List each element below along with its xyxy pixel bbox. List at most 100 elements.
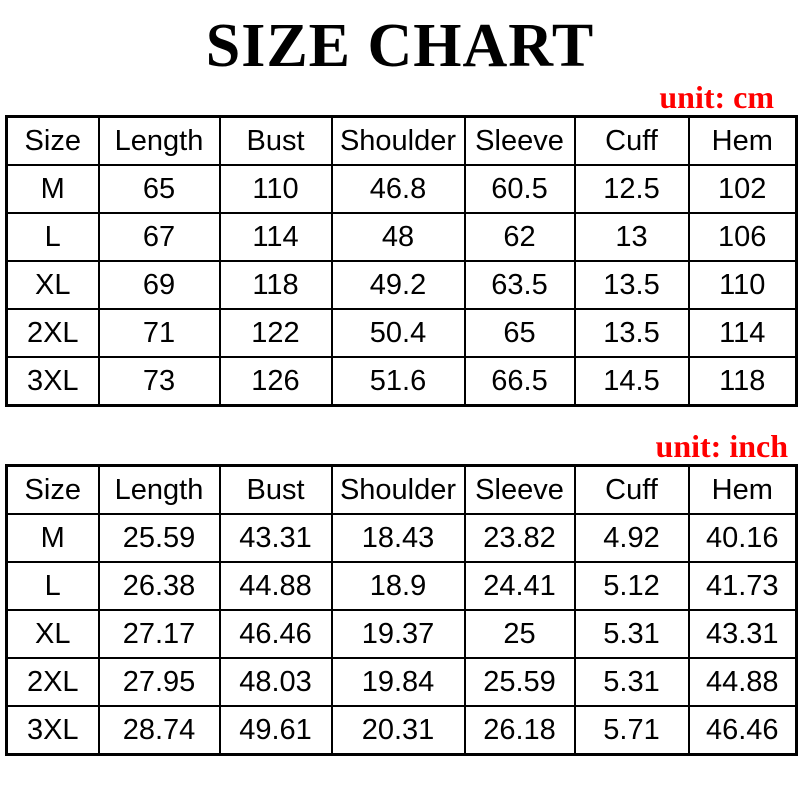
table-row: XL 69 118 49.2 63.5 13.5 110 xyxy=(5,260,798,310)
value-cell: 23.82 xyxy=(463,513,576,563)
header-cell: Shoulder xyxy=(330,115,466,166)
value-cell: 28.74 xyxy=(97,705,221,756)
value-cell: 126 xyxy=(218,356,333,407)
header-cell: Hem xyxy=(687,115,798,166)
table-row: 3XL 73 126 51.6 66.5 14.5 118 xyxy=(5,356,798,407)
value-cell: 19.84 xyxy=(330,657,466,707)
value-cell: 49.2 xyxy=(330,260,466,310)
value-cell: 73 xyxy=(97,356,221,407)
table-row: 2XL 71 122 50.4 65 13.5 114 xyxy=(5,308,798,358)
table-head-inch: Size Length Bust Shoulder Sleeve Cuff Hem xyxy=(5,464,798,515)
size-cell: 2XL xyxy=(5,657,100,707)
header-cell: Size xyxy=(5,115,100,166)
size-cell: 2XL xyxy=(5,308,100,358)
value-cell: 14.5 xyxy=(573,356,690,407)
header-cell: Shoulder xyxy=(330,464,466,515)
value-cell: 66.5 xyxy=(463,356,576,407)
value-cell: 25.59 xyxy=(97,513,221,563)
table-row: M 25.59 43.31 18.43 23.82 4.92 40.16 xyxy=(5,513,798,563)
value-cell: 46.46 xyxy=(687,705,798,756)
value-cell: 106 xyxy=(687,212,798,262)
value-cell: 63.5 xyxy=(463,260,576,310)
value-cell: 114 xyxy=(218,212,333,262)
page-title: SIZE CHART xyxy=(205,12,595,80)
header-cell: Hem xyxy=(687,464,798,515)
value-cell: 114 xyxy=(687,308,798,358)
value-cell: 43.31 xyxy=(218,513,333,563)
table-header-row: Size Length Bust Shoulder Sleeve Cuff Hem xyxy=(5,115,798,166)
value-cell: 122 xyxy=(218,308,333,358)
table-row: M 65 110 46.8 60.5 12.5 102 xyxy=(5,164,798,214)
value-cell: 49.61 xyxy=(218,705,333,756)
table-body-cm: M 65 110 46.8 60.5 12.5 102 L 67 114 48 62 13 106 XL 69… xyxy=(5,164,798,407)
value-cell: 71 xyxy=(97,308,221,358)
unit-label-cm: unit: cm xyxy=(659,79,774,115)
header-cell: Cuff xyxy=(573,464,690,515)
value-cell: 44.88 xyxy=(687,657,798,707)
size-cell: XL xyxy=(5,609,100,659)
value-cell: 67 xyxy=(97,212,221,262)
header-cell: Cuff xyxy=(573,115,690,166)
header-cell: Bust xyxy=(218,115,333,166)
value-cell: 5.71 xyxy=(573,705,690,756)
value-cell: 13.5 xyxy=(573,260,690,310)
value-cell: 46.46 xyxy=(218,609,333,659)
value-cell: 25 xyxy=(463,609,576,659)
value-cell: 118 xyxy=(218,260,333,310)
value-cell: 118 xyxy=(687,356,798,407)
header-cell: Sleeve xyxy=(463,464,576,515)
table-row: L 67 114 48 62 13 106 xyxy=(5,212,798,262)
table-row: L 26.38 44.88 18.9 24.41 5.12 41.73 xyxy=(5,561,798,611)
value-cell: 4.92 xyxy=(573,513,690,563)
value-cell: 110 xyxy=(218,164,333,214)
value-cell: 48.03 xyxy=(218,657,333,707)
header-cell: Size xyxy=(5,464,100,515)
size-cell: M xyxy=(5,513,100,563)
table-body-inch: M 25.59 43.31 18.43 23.82 4.92 40.16 L 26.38 44.8… xyxy=(5,513,798,756)
value-cell: 62 xyxy=(463,212,576,262)
table-header-row: Size Length Bust Shoulder Sleeve Cuff Hem xyxy=(5,464,798,515)
size-table-inch: Size Length Bust Shoulder Sleeve Cuff Hem M 25.… xyxy=(5,464,798,756)
header-cell: Bust xyxy=(218,464,333,515)
value-cell: 24.41 xyxy=(463,561,576,611)
value-cell: 110 xyxy=(687,260,798,310)
value-cell: 5.12 xyxy=(573,561,690,611)
value-cell: 69 xyxy=(97,260,221,310)
unit-label-inch: unit: inch xyxy=(655,428,788,464)
value-cell: 48 xyxy=(330,212,466,262)
size-cell: XL xyxy=(5,260,100,310)
value-cell: 13 xyxy=(573,212,690,262)
value-cell: 43.31 xyxy=(687,609,798,659)
size-table-cm: Size Length Bust Shoulder Sleeve Cuff Hem M 65 1… xyxy=(5,115,798,407)
value-cell: 18.43 xyxy=(330,513,466,563)
value-cell: 27.17 xyxy=(97,609,221,659)
value-cell: 65 xyxy=(97,164,221,214)
value-cell: 27.95 xyxy=(97,657,221,707)
table-row: 3XL 28.74 49.61 20.31 26.18 5.71 46.46 xyxy=(5,705,798,756)
size-cell: L xyxy=(5,212,100,262)
size-cell: 3XL xyxy=(5,705,100,756)
value-cell: 44.88 xyxy=(218,561,333,611)
value-cell: 46.8 xyxy=(330,164,466,214)
size-cell: L xyxy=(5,561,100,611)
header-cell: Sleeve xyxy=(463,115,576,166)
value-cell: 41.73 xyxy=(687,561,798,611)
value-cell: 19.37 xyxy=(330,609,466,659)
value-cell: 5.31 xyxy=(573,657,690,707)
table-row: 2XL 27.95 48.03 19.84 25.59 5.31 44.88 xyxy=(5,657,798,707)
header-cell: Length xyxy=(97,115,221,166)
value-cell: 26.18 xyxy=(463,705,576,756)
value-cell: 26.38 xyxy=(97,561,221,611)
value-cell: 20.31 xyxy=(330,705,466,756)
value-cell: 13.5 xyxy=(573,308,690,358)
value-cell: 60.5 xyxy=(463,164,576,214)
size-cell: M xyxy=(5,164,100,214)
value-cell: 65 xyxy=(463,308,576,358)
table-row: XL 27.17 46.46 19.37 25 5.31 43.31 xyxy=(5,609,798,659)
value-cell: 12.5 xyxy=(573,164,690,214)
value-cell: 5.31 xyxy=(573,609,690,659)
header-cell: Length xyxy=(97,464,221,515)
value-cell: 18.9 xyxy=(330,561,466,611)
size-cell: 3XL xyxy=(5,356,100,407)
